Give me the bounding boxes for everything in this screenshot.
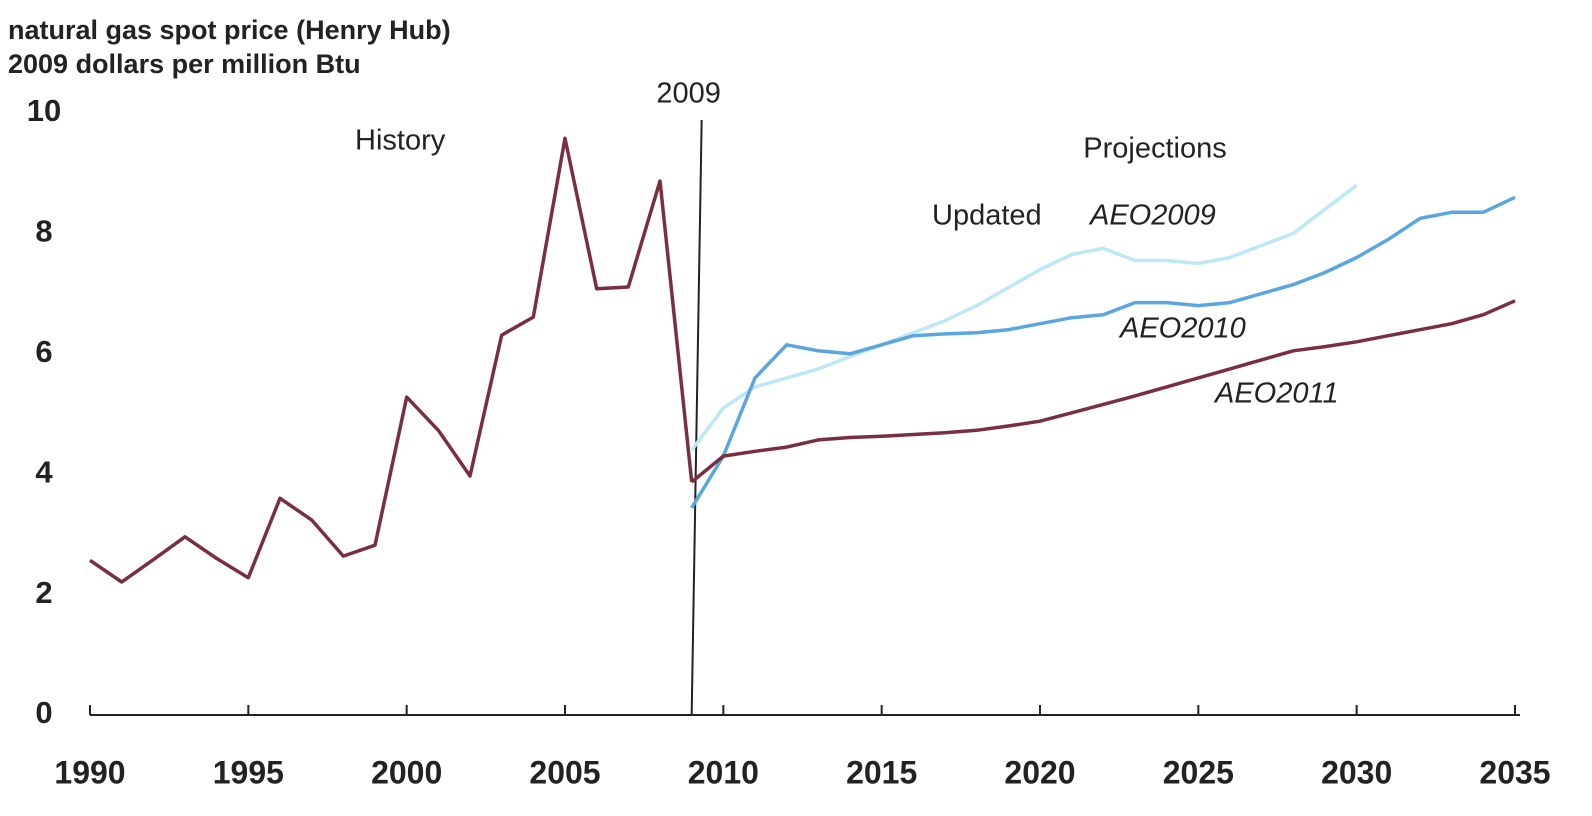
y-tick-label: 2: [35, 575, 52, 610]
x-tick-label: 2015: [846, 754, 917, 790]
x-tick-label: 2010: [688, 754, 759, 790]
annotation: Updated: [932, 200, 1042, 232]
x-tick-label: 2020: [1004, 754, 1075, 790]
y-tick-label: 6: [35, 334, 52, 369]
x-tick-label: 1995: [213, 754, 284, 790]
divider-label: 2009: [656, 78, 721, 110]
series-line: [89, 136, 694, 584]
series-line: [690, 183, 1358, 452]
series-line: [690, 195, 1516, 509]
series-line: [690, 299, 1516, 484]
y-tick-label: 0: [35, 695, 52, 730]
series-label: AEO2009: [1088, 200, 1216, 232]
x-tick-label: 1990: [54, 754, 125, 790]
x-tick-label: 2025: [1163, 754, 1234, 790]
x-tick-label: 2000: [371, 754, 442, 790]
divider-line: [690, 119, 703, 716]
annotation: Projections: [1083, 133, 1226, 165]
series-label: History: [355, 125, 446, 157]
y-tick-label: 4: [35, 454, 53, 489]
series-label: AEO2011: [1213, 378, 1339, 410]
series-label: AEO2010: [1118, 313, 1246, 345]
x-tick-label: 2035: [1479, 754, 1550, 790]
x-tick-label: 2005: [529, 754, 600, 790]
chart-title: natural gas spot price (Henry Hub): [8, 15, 451, 45]
y-tick-label: 10: [27, 93, 61, 128]
chart-subtitle: 2009 dollars per million Btu: [8, 49, 361, 79]
y-tick-label: 8: [35, 214, 52, 249]
x-tick-label: 2030: [1321, 754, 1392, 790]
